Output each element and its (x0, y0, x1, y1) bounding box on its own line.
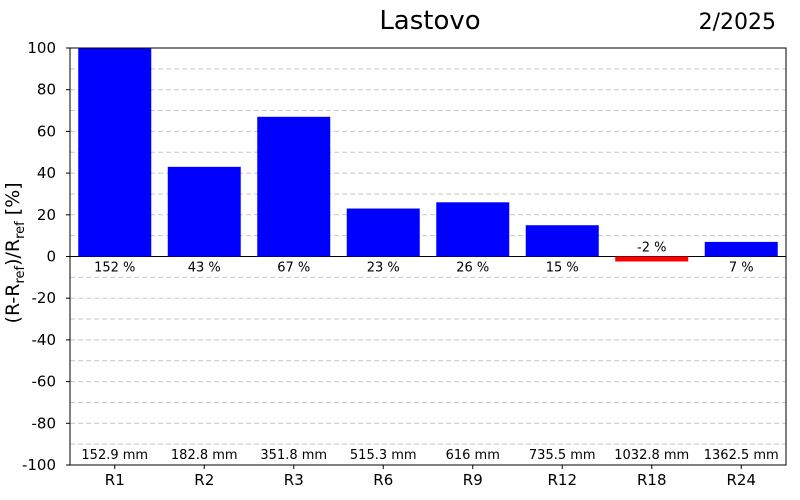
y-tick-label: 40 (37, 164, 56, 182)
bar-r6 (346, 208, 420, 257)
y-tick-label: 20 (37, 206, 56, 224)
value-label: 15 % (546, 261, 579, 276)
precip-label: 735.5 mm (529, 448, 596, 463)
value-label: 152 % (94, 261, 135, 276)
precip-label: 515.3 mm (350, 448, 417, 463)
bar-r24 (704, 241, 778, 257)
bar-r18 (615, 256, 689, 262)
bar-r2 (167, 166, 241, 257)
x-tick-label: R1 (105, 471, 125, 489)
x-tick-label: R9 (463, 471, 483, 489)
value-label: 26 % (456, 261, 489, 276)
precip-label: 182.8 mm (171, 448, 238, 463)
y-tick-label: -80 (32, 414, 57, 432)
x-tick-label: R12 (547, 471, 577, 489)
x-tick-label: R3 (284, 471, 304, 489)
precip-label: 152.9 mm (81, 448, 148, 463)
bar-r12 (525, 225, 599, 257)
plot-frame (69, 47, 787, 466)
precip-label: 1362.5 mm (704, 448, 779, 463)
precip-label: 616 mm (446, 448, 500, 463)
y-tick-label: 100 (27, 39, 56, 57)
value-label: -2 % (637, 241, 666, 256)
y-tick-label: -20 (32, 289, 57, 307)
y-tick-label: 80 (37, 81, 56, 99)
bar-r1 (78, 48, 152, 257)
value-label: 23 % (367, 261, 400, 276)
value-label: 67 % (277, 261, 310, 276)
bar-r3 (257, 116, 331, 257)
value-label: 7 % (729, 261, 754, 276)
y-tick-label: 60 (37, 122, 56, 140)
chart-date: 2/2025 (698, 10, 776, 35)
y-tick-label: 0 (46, 248, 56, 266)
chart-title: Lastovo (379, 6, 481, 36)
y-tick-label: -60 (32, 373, 57, 391)
y-tick-label: -100 (22, 456, 56, 474)
value-label: 43 % (188, 261, 221, 276)
precip-label: 1032.8 mm (614, 448, 689, 463)
y-tick-label: -40 (32, 331, 57, 349)
x-tick-label: R6 (373, 471, 393, 489)
precip-label: 351.8 mm (260, 448, 327, 463)
x-tick-label: R2 (194, 471, 214, 489)
bar-r9 (436, 202, 510, 257)
x-tick-label: R24 (726, 471, 756, 489)
x-tick-label: R18 (637, 471, 667, 489)
